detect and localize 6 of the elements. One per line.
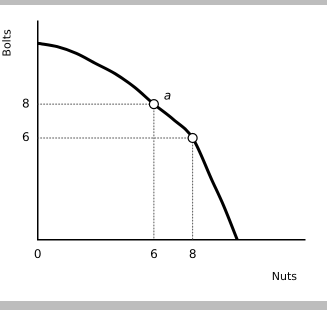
x-axis-title: Nuts (272, 270, 298, 283)
y-axis-title: Bolts (0, 28, 14, 57)
annotation: a (164, 88, 172, 102)
x-tick-label: 6 (150, 246, 158, 261)
x-tick-label: 8 (188, 246, 196, 261)
x-tick-label: 0 (34, 246, 42, 261)
